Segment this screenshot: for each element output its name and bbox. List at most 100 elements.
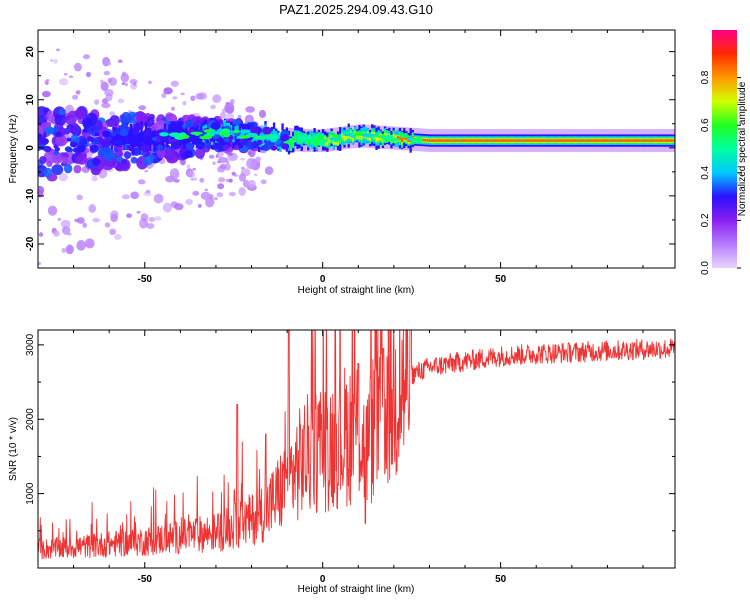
spectrogram-cell — [623, 139, 626, 142]
spectrogram-cell — [110, 210, 119, 219]
spectrogram-cell — [94, 132, 100, 137]
spectrogram-cell — [209, 137, 215, 142]
spectrogram-cell — [239, 138, 244, 143]
spectrogram-cell — [66, 137, 72, 142]
spectrogram-cell — [56, 48, 60, 52]
spectrogram-cell — [544, 139, 547, 142]
spectrogram-cell — [232, 129, 241, 134]
spectrogram-cell — [102, 160, 114, 171]
spectrogram-cell — [445, 139, 449, 142]
spectrogram-cell — [578, 139, 581, 142]
spectrogram-cell — [130, 191, 139, 200]
spectrogram-cell — [84, 238, 95, 249]
spectrogram-cell — [63, 163, 73, 174]
spectrogram-ylabel: Frequency (Hz) — [8, 115, 19, 184]
spectrogram-cell — [162, 202, 173, 213]
spectrogram-cell — [127, 130, 130, 145]
spectrogram-cell — [185, 198, 193, 206]
spectrogram-cell — [113, 148, 119, 153]
spectrogram-cell — [38, 137, 47, 145]
snr-xtick-label: -50 — [138, 574, 153, 585]
spectrogram-xtick-label: -50 — [138, 274, 153, 285]
spectrogram-cell — [121, 71, 127, 77]
spectrogram-cell — [163, 87, 173, 95]
spectrogram-cell — [45, 121, 52, 128]
spectrogram-cell — [124, 82, 129, 87]
spectrogram-cell — [53, 126, 59, 131]
spectrogram-cell — [162, 148, 176, 160]
spectrogram-cell — [165, 175, 175, 183]
spectrogram-cell — [492, 139, 496, 142]
colorbar-gradient — [712, 30, 737, 268]
spectrogram-cell — [76, 239, 86, 251]
spectrogram-xtick-label: 50 — [495, 274, 507, 285]
spectrogram-cell — [119, 128, 129, 137]
spectrogram-cell — [41, 90, 51, 98]
spectrogram-cell — [667, 139, 671, 142]
spectrogram-cell — [422, 138, 425, 142]
spectrogram-cell — [53, 150, 59, 156]
spectrogram-cell — [358, 133, 361, 140]
spectrogram-cell — [103, 70, 110, 76]
spectrogram-cell — [665, 139, 669, 142]
figure-title: PAZ1.2025.294.09.43.G10 — [279, 2, 433, 17]
spectrogram-cell — [180, 134, 190, 139]
spectrogram-cell — [627, 139, 630, 142]
spectrogram-cell — [185, 125, 188, 144]
spectrogram-cell — [91, 175, 98, 182]
spectrogram-cell — [499, 139, 502, 142]
spectrogram-cell — [114, 233, 122, 240]
spectrogram-cell — [460, 139, 464, 142]
spectrogram-cell — [186, 164, 191, 169]
spectrogram-cell — [69, 141, 78, 148]
spectrogram-cell — [136, 210, 141, 214]
spectrogram-cell — [255, 156, 262, 163]
spectrogram-cell — [629, 139, 632, 142]
spectrogram-cell — [58, 78, 69, 86]
spectrogram-cell — [601, 139, 605, 142]
spectrogram-cell — [375, 135, 378, 143]
spectrogram-ytick-label: -20 — [25, 236, 36, 251]
spectrogram-cell — [69, 127, 78, 134]
spectrogram-cell — [61, 156, 69, 165]
spectrogram-cell — [509, 139, 513, 142]
spectrogram-cell — [140, 121, 143, 144]
spectrogram-cell — [488, 139, 491, 142]
spectrogram-cell — [260, 179, 267, 185]
spectrogram-cell — [633, 139, 637, 142]
spectrogram-cell — [558, 139, 562, 142]
spectrogram-cell — [172, 121, 175, 144]
spectrogram-cell — [247, 179, 256, 189]
spectrogram-cell — [89, 144, 99, 153]
colorbar-label: Normalized spectral amplitude — [737, 81, 748, 216]
spectrogram-cell — [204, 188, 208, 192]
spectrogram-cell — [254, 173, 258, 176]
spectrogram-cell — [392, 134, 395, 140]
spectrogram-cell — [341, 133, 344, 140]
spectrogram-cell — [505, 139, 508, 142]
spectrogram-cell — [194, 148, 206, 159]
spectrogram-cell — [54, 147, 61, 152]
spectrogram-cell — [228, 178, 233, 183]
spectrogram-cell — [524, 139, 528, 142]
spectrogram-cell — [232, 130, 235, 143]
spectrogram-cell — [38, 232, 44, 237]
spectrogram-cell — [190, 131, 203, 135]
spectrogram-cell — [467, 139, 470, 142]
spectrogram-cell — [192, 190, 200, 196]
spectrogram-cell — [400, 137, 404, 143]
spectrogram-cell — [72, 94, 79, 100]
colorbar-tick-label: 0.6 — [700, 118, 711, 132]
spectrogram-cell — [153, 130, 156, 152]
spectrogram-cell — [494, 139, 498, 142]
spectrogram-cell — [128, 110, 132, 113]
spectrogram-cell — [239, 129, 251, 134]
spectrogram-cell — [107, 61, 112, 66]
spectrogram-cell — [294, 131, 297, 141]
spectrogram-cell — [86, 136, 94, 142]
spectrogram-cell — [131, 130, 135, 155]
colorbar-tick-label: 0.2 — [700, 213, 711, 227]
spectrogram-cell — [471, 139, 474, 142]
spectrogram-cell — [58, 172, 68, 182]
spectrogram-cell — [652, 139, 656, 142]
